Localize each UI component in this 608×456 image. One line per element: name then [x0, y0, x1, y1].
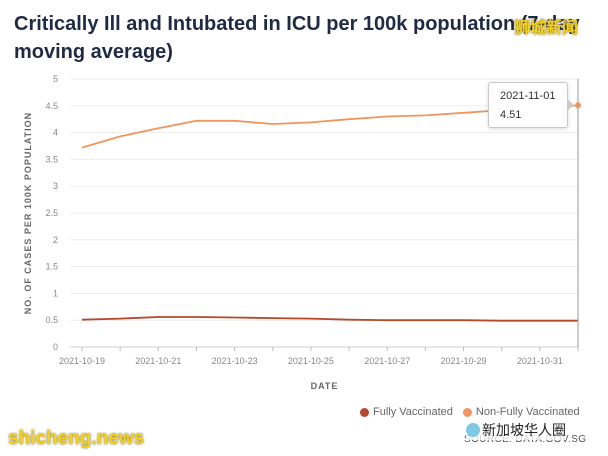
tooltip-date: 2021-11-01 — [500, 90, 556, 102]
y-tick-label: 5 — [53, 74, 58, 84]
y-tick-label: 0 — [53, 342, 58, 352]
watermark-top: 狮城新闻 — [514, 18, 579, 37]
y-axis-title: NO. OF CASES PER 100K POPULATION — [23, 112, 33, 314]
x-axis-title: DATE — [311, 381, 339, 391]
x-tick-label: 2021-10-29 — [441, 356, 487, 366]
watermark-bottom-left: shicheng.news — [8, 428, 145, 449]
y-tick-label: 3 — [53, 181, 58, 191]
y-tick-label: 2.5 — [45, 208, 58, 218]
x-tick-label: 2021-10-23 — [212, 356, 258, 366]
y-tick-label: 1.5 — [45, 262, 58, 272]
series-line-fully-vaccinated — [81, 316, 578, 322]
hover-marker — [575, 102, 581, 109]
wechat-dot-icon — [466, 423, 480, 437]
y-tick-label: 0.5 — [45, 315, 58, 325]
chart-title: Critically Ill and Intubated in ICU per … — [14, 13, 580, 63]
x-tick-label: 2021-10-25 — [288, 356, 334, 366]
legend-swatch-non-fully-vaccinated — [462, 407, 472, 417]
x-tick-label: 2021-10-31 — [517, 356, 563, 366]
y-tick-label: 3.5 — [45, 154, 58, 164]
watermark-bottom-right: 新加坡华人圈 — [466, 420, 566, 440]
legend-item-non-fully-vaccinated[interactable]: Non-Fully Vaccinated — [462, 406, 580, 418]
x-tick-label: 2021-10-21 — [135, 356, 181, 366]
x-tick-label: 2021-10-19 — [59, 356, 105, 366]
legend-item-fully-vaccinated[interactable]: Fully Vaccinated — [360, 406, 453, 418]
legend-label-fully-vaccinated: Fully Vaccinated — [373, 406, 453, 418]
y-tick-label: 4 — [53, 128, 58, 138]
legend-swatch-fully-vaccinated — [360, 407, 369, 417]
x-tick-label: 2021-10-27 — [364, 356, 410, 366]
legend: Fully Vaccinated Non-Fully Vaccinated — [360, 406, 580, 418]
y-tick-label: 1 — [53, 288, 58, 298]
tooltip-value: 4.51 — [500, 109, 522, 121]
hover-tooltip: 2021-11-01 4.51 — [488, 82, 574, 128]
watermark-bottom-right-text: 新加坡华人圈 — [482, 423, 566, 439]
y-tick-label: 2 — [53, 235, 58, 245]
y-tick-label: 4.5 — [45, 101, 58, 111]
legend-label-non-fully-vaccinated: Non-Fully Vaccinated — [475, 406, 580, 418]
